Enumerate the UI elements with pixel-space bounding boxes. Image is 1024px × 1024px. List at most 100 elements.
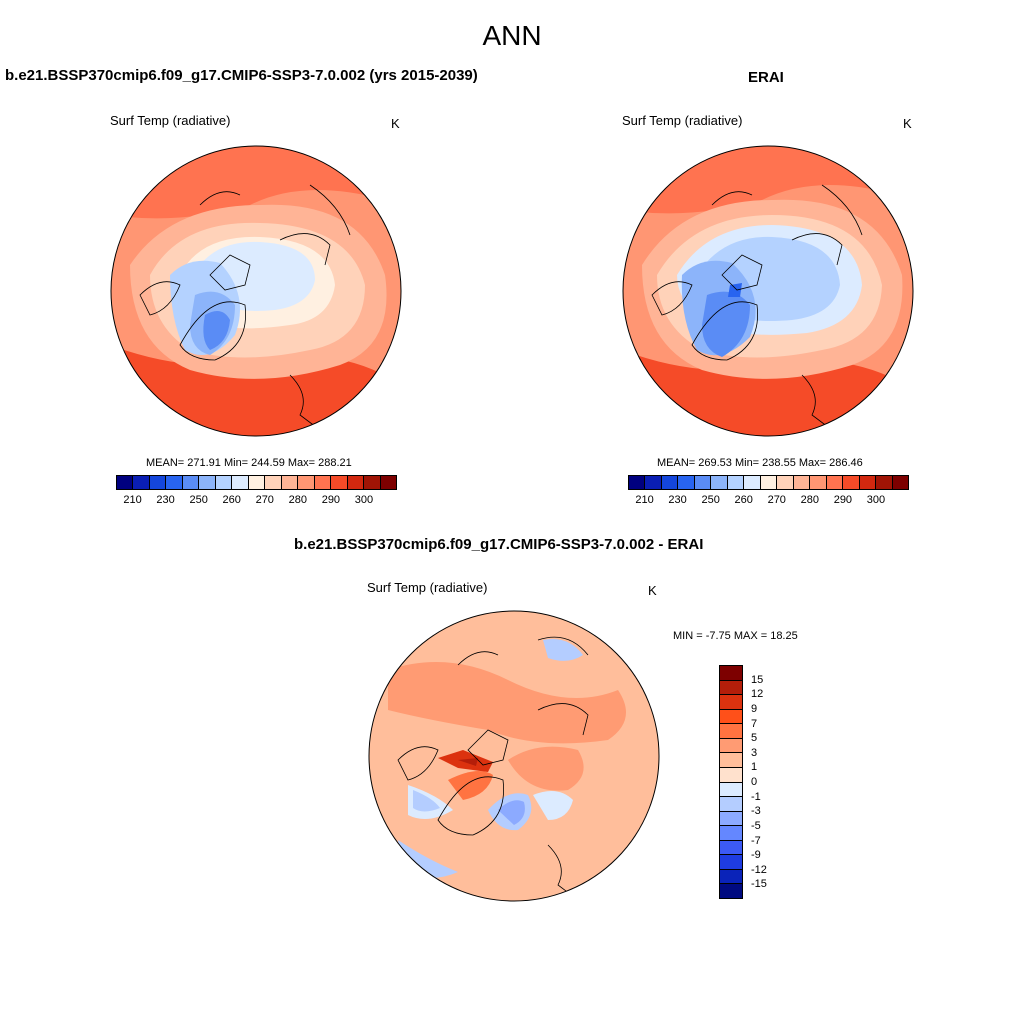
colorbar-swatch [629,476,646,489]
colorbar-swatch [720,666,742,681]
colorbar-swatch [859,476,877,489]
right-polar-map [622,145,914,437]
diff-panel-title: b.e21.BSSP370cmip6.f09_g17.CMIP6-SSP3-7.… [294,536,704,553]
colorbar-swatch [149,476,167,489]
colorbar-swatch [826,476,844,489]
colorbar-swatch [117,476,134,489]
colorbar-swatch [645,476,662,489]
colorbar-tick-label: -5 [751,819,761,832]
colorbar-tick-label: 250 [189,494,208,506]
colorbar-tick-label: 7 [751,717,758,730]
colorbar-tick-label: 280 [800,494,819,506]
colorbar-swatch [314,476,332,489]
colorbar-tick-label: -12 [751,863,767,876]
colorbar-tick-label: -9 [751,849,761,862]
colorbar-swatch [364,476,381,489]
colorbar-swatch [720,782,742,798]
right-colorbar-ticks: 210 230 250 260 270 280 290 300 [628,494,909,508]
colorbar-swatch [265,476,282,489]
colorbar-swatch [380,476,396,489]
colorbar-swatch [720,884,742,898]
colorbar-tick-label: -1 [751,790,761,803]
colorbar-tick-label: 210 [635,494,654,506]
colorbar-tick-label: 300 [354,494,374,506]
diff-colorbar [719,665,743,899]
colorbar-swatch [232,476,249,489]
colorbar-swatch [678,476,695,489]
colorbar-tick-label: 210 [123,494,142,506]
colorbar-swatch [720,695,742,710]
colorbar-swatch [760,476,778,489]
colorbar-tick-label: -15 [751,878,767,891]
colorbar-tick-label: 250 [701,494,720,506]
colorbar-swatch [843,476,860,489]
colorbar-tick-label: 290 [321,494,341,506]
colorbar-tick-label: 230 [668,494,687,506]
colorbar-tick-label: 0 [751,776,758,788]
colorbar-swatch [720,738,742,754]
colorbar-swatch [876,476,893,489]
page-title: ANN [482,20,542,51]
colorbar-swatch [892,476,908,489]
colorbar-tick-label: 230 [156,494,175,506]
right-colorbar [628,475,909,490]
colorbar-swatch [810,476,827,489]
colorbar-swatch [281,476,299,489]
left-stats: MEAN= 271.91 Min= 244.59 Max= 288.21 [146,457,352,469]
colorbar-tick-label: 9 [751,702,758,715]
colorbar-swatch [298,476,315,489]
colorbar-tick-label: 260 [734,494,753,506]
colorbar-swatch [248,476,266,489]
colorbar-swatch [166,476,183,489]
colorbar-swatch [661,476,679,489]
colorbar-swatch [199,476,216,489]
right-panel-title: ERAI [748,69,784,86]
colorbar-tick-label: 280 [288,494,307,506]
diff-stats: MIN = -7.75 MAX = 18.25 [673,630,798,642]
colorbar-swatch [694,476,712,489]
right-stats: MEAN= 269.53 Min= 238.55 Max= 286.46 [657,457,863,469]
colorbar-swatch [720,826,742,841]
colorbar-tick-label: 260 [222,494,241,506]
colorbar-tick-label: 270 [767,494,786,506]
left-colorbar [116,475,397,490]
left-polar-map [110,145,402,437]
colorbar-swatch [744,476,761,489]
left-panel-title: b.e21.BSSP370cmip6.f09_g17.CMIP6-SSP3-7.… [5,67,478,84]
left-units-label: K [391,116,400,131]
colorbar-swatch [720,680,742,696]
colorbar-swatch [777,476,794,489]
diff-polar-map [368,610,660,902]
colorbar-swatch [720,767,742,783]
colorbar-tick-label: 270 [255,494,274,506]
colorbar-swatch [215,476,233,489]
colorbar-tick-label: 3 [751,746,758,759]
diff-variable-label: Surf Temp (radiative) [367,580,488,595]
colorbar-swatch [727,476,745,489]
colorbar-swatch [720,709,742,725]
colorbar-swatch [711,476,728,489]
colorbar-tick-label: -7 [751,834,761,847]
colorbar-tick-label: 12 [751,688,764,701]
colorbar-swatch [720,869,742,885]
colorbar-swatch [720,811,742,827]
diff-colorbar-labels: 15 12 9 7 5 3 1 0 -1 -3 -5 -7 -9 -12 -15 [751,665,791,899]
colorbar-swatch [720,724,742,739]
right-units-label: K [903,116,912,131]
left-colorbar-ticks: 210 230 250 260 270 280 290 300 [116,494,397,508]
colorbar-swatch [720,797,742,812]
colorbar-swatch [133,476,150,489]
right-variable-label: Surf Temp (radiative) [622,113,743,128]
colorbar-tick-label: -3 [751,805,761,818]
colorbar-swatch [720,855,742,870]
colorbar-swatch [720,753,742,768]
colorbar-tick-label: 290 [833,494,853,506]
colorbar-swatch [331,476,348,489]
colorbar-swatch [347,476,365,489]
colorbar-swatch [182,476,200,489]
colorbar-tick-label: 300 [866,494,886,506]
left-variable-label: Surf Temp (radiative) [110,113,231,128]
diff-units-label: K [648,583,657,598]
colorbar-swatch [793,476,811,489]
colorbar-tick-label: 15 [751,673,764,686]
